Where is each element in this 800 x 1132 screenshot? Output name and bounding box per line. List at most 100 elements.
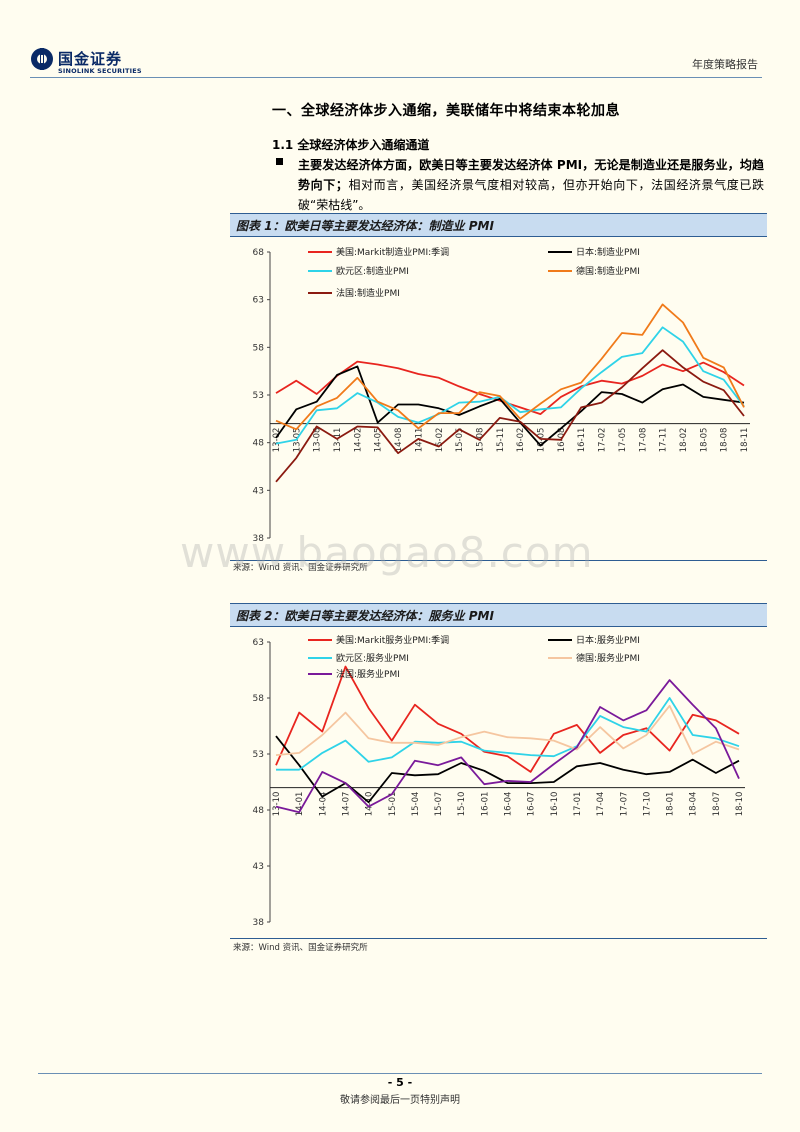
x-tick-label: 18-10 [735,792,745,817]
x-tick-label: 16-01 [480,792,490,817]
series-line-3 [275,303,745,431]
sinolink-logo-icon [31,48,53,70]
x-tick-label: 14-07 [341,792,351,817]
x-tick-label: 17-07 [619,792,629,817]
x-tick-label: 18-11 [740,428,750,453]
x-tick-label: 18-04 [689,792,699,817]
x-tick-label: 15-11 [496,428,506,453]
legend-label-3: 德国:服务业PMI [576,652,640,664]
x-tick-label: 15-02 [435,428,445,453]
x-tick-label: 15-05 [455,428,465,453]
series-line-2 [275,326,745,445]
x-tick-label: 17-08 [638,428,648,453]
series-line-1 [275,735,740,804]
x-tick-label: 16-04 [504,792,514,817]
x-tick-label: 14-04 [318,792,328,817]
x-tick-label: 18-05 [699,428,709,453]
paragraph-bold-text: 主要发达经济体方面，欧美日等主要发达经济体 PMI，无论是制造业还是服务业，均趋… [298,158,764,192]
y-tick-label: 48 [253,439,265,449]
x-tick-label: 14-01 [295,792,305,817]
series-line-4 [275,349,745,483]
y-tick-label: 43 [253,486,264,496]
x-tick-label: 15-01 [388,792,398,817]
x-tick-label: 17-01 [573,792,583,817]
y-tick-label: 53 [253,750,264,760]
footer-divider [38,1073,762,1074]
x-tick-label: 14-02 [353,428,363,453]
y-tick-label: 58 [253,694,265,704]
legend-label-2: 欧元区:制造业PMI [336,265,409,277]
figure-1-chart-box: 38 43 48 53 58 63 68 13-02 13-05 13-08 13-11 14-02 1… [230,238,767,561]
x-tick-label: 15-04 [411,792,421,817]
logo-chinese-name: 国金证券 [58,50,123,68]
figure-2-source: 来源：Wind 资讯、国金证券研究所 [233,943,368,953]
x-tick-label: 18-02 [679,428,689,453]
x-tick-label: 17-11 [659,428,669,453]
series-line-4 [275,679,740,814]
legend-label-2: 欧元区:服务业PMI [336,652,409,664]
x-tick-label: 15-10 [457,792,467,817]
x-tick-label: 17-04 [596,792,606,817]
series-line-2 [276,697,740,771]
x-tick-label: 14-05 [374,428,384,453]
header-divider [30,77,762,78]
x-tick-label: 16-05 [537,428,547,453]
y-tick-label: 68 [253,248,265,258]
x-tick-label: 16-02 [516,428,526,453]
figure-1-title-bar: 图表 1：欧美日等主要发达经济体：制造业 PMI [230,213,767,237]
x-tick-label: 18-01 [666,792,676,817]
legend-label-1: 日本:服务业PMI [576,634,640,646]
x-tick-label: 13-08 [313,428,323,453]
x-tick-label: 17-05 [618,428,628,453]
figure-1-title: 图表 1：欧美日等主要发达经济体：制造业 PMI [236,219,494,233]
y-tick-label: 38 [253,534,265,544]
figure-2-title: 图表 2：欧美日等主要发达经济体：服务业 PMI [236,609,494,623]
x-tick-label: 16-10 [550,792,560,817]
watermark: www.baogao8.com [180,528,594,577]
x-tick-label: 18-07 [712,792,722,817]
services-pmi-chart: 38 43 48 53 58 63 13-10 14-01 14-04 14-07 14-10 15-… [253,634,745,928]
paragraph-normal-text: 相对而言，美国经济景气度相对较高，但亦开始向下，法国经济景气度已跌破“荣枯线”。 [298,178,764,212]
legend-label-0: 美国:Markit服务业PMI:季调 [336,634,449,646]
y-tick-label: 43 [253,862,264,872]
bullet-square-icon [276,158,283,165]
subsection-title: 1.1 全球经济体步入通缩通道 [272,138,430,152]
x-tick-label: 13-11 [333,428,343,453]
y-tick-label: 38 [253,918,265,928]
x-tick-label: 13-02 [272,428,282,453]
legend-label-4: 法国:服务业PMI [336,668,400,680]
series-line-0 [275,665,740,773]
x-tick-label: 17-10 [642,792,652,817]
figure-2-chart-box: 38 43 48 53 58 63 13-10 14-01 14-04 14-07 14-10 15-… [230,628,767,939]
legend-label-4: 法国:制造业PMI [336,287,400,299]
x-tick-label: 17-02 [598,428,608,453]
figure-1-source: 来源：Wind 资讯、国金证券研究所 [233,563,368,573]
figure-2-title-bar: 图表 2：欧美日等主要发达经济体：服务业 PMI [230,603,767,627]
x-tick-label: 15-07 [434,792,444,817]
x-tick-label: 16-11 [577,428,587,453]
y-tick-label: 63 [253,638,264,648]
section-title: 一、全球经济体步入通缩，美联储年中将结束本轮加息 [272,103,620,119]
report-type-label: 年度策略报告 [692,58,758,71]
y-tick-label: 63 [253,296,264,306]
y-tick-label: 58 [253,343,265,353]
manufacturing-pmi-chart: 38 43 48 53 58 63 68 13-02 13-05 13-08 13-11 14-02 1… [253,246,750,544]
x-tick-label: 13-05 [292,428,302,453]
legend-label-3: 德国:制造业PMI [576,265,640,277]
x-tick-label: 13-10 [272,792,282,817]
series-line-3 [275,704,740,756]
series-line-1 [275,365,745,447]
footer-disclaimer: 敬请参阅最后一页特别声明 [340,1095,460,1106]
x-tick-label: 18-08 [720,428,730,453]
y-tick-label: 48 [253,806,265,816]
x-tick-label: 16-07 [527,792,537,817]
legend-label-1: 日本:制造业PMI [576,246,640,258]
logo-english-name: SINOLINK SECURITIES [58,67,142,75]
page-number: - 5 - [387,1076,413,1089]
x-tick-label: 16-08 [557,428,567,453]
body-paragraph: 主要发达经济体方面，欧美日等主要发达经济体 PMI，无论是制造业还是服务业，均趋… [298,155,764,215]
legend-label-0: 美国:Markit制造业PMI:季调 [336,246,449,258]
x-tick-label: 14-10 [365,792,375,817]
y-tick-label: 53 [253,391,264,401]
x-tick-label: 14-08 [394,428,404,453]
